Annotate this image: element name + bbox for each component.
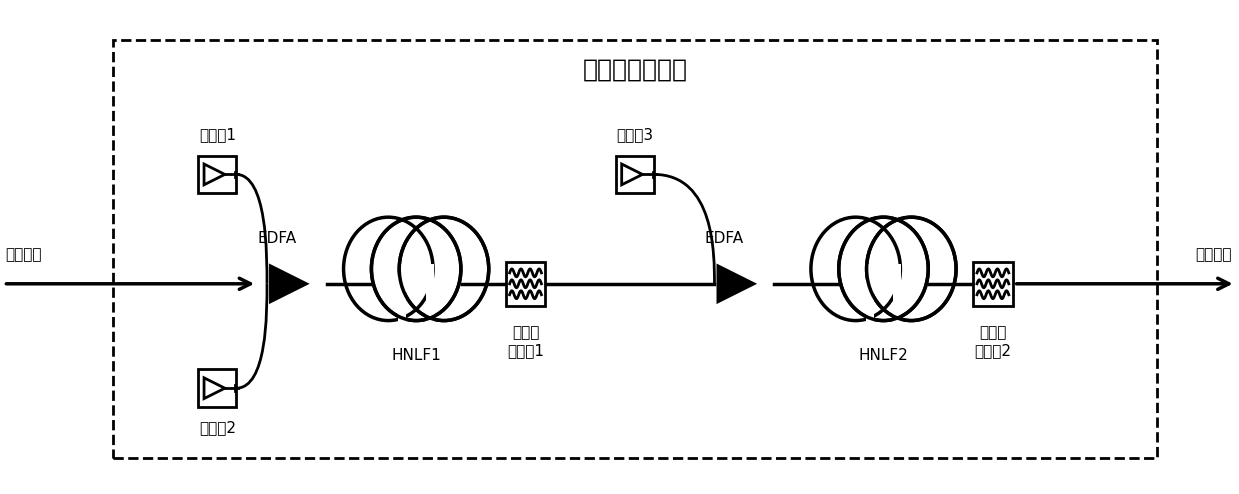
Polygon shape [719,266,753,301]
Bar [426,264,434,326]
Polygon shape [204,378,224,399]
Bar [398,264,406,326]
Bar [506,262,545,306]
Text: 待测全光再生器: 待测全光再生器 [582,58,688,82]
Text: 光带通
滤波器1: 光带通 滤波器1 [507,326,544,358]
Text: HNLF1: HNLF1 [392,348,441,364]
Text: EDFA: EDFA [705,231,743,246]
Text: 输出光口: 输出光口 [1196,247,1232,262]
Polygon shape [204,164,224,185]
Bar [893,264,902,326]
Text: HNLF2: HNLF2 [859,348,908,364]
Text: 泵浦光2: 泵浦光2 [198,420,235,435]
Bar [973,262,1012,306]
Bar [198,156,237,193]
Text: 光带通
滤波器2: 光带通 滤波器2 [974,326,1011,358]
Polygon shape [271,266,306,301]
Bar [616,156,654,193]
Text: EDFA: EDFA [258,231,296,246]
Text: 输入光口: 输入光口 [5,247,42,262]
Polygon shape [622,164,643,185]
Text: 泵浦光1: 泵浦光1 [198,127,235,143]
Text: 泵浦光3: 泵浦光3 [616,127,653,143]
Bar [198,370,237,407]
Bar [866,264,873,326]
Bar [113,40,1157,458]
